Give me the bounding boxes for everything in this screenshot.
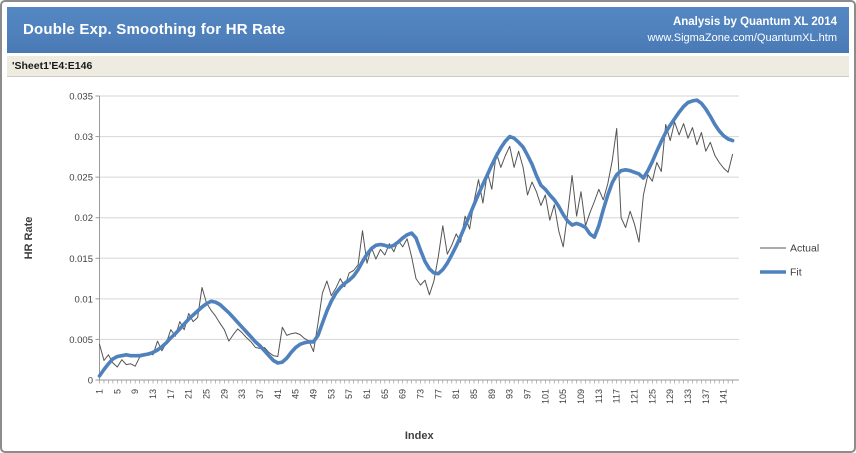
svg-text:89: 89 [487,389,497,399]
svg-text:69: 69 [398,389,408,399]
svg-text:0.01: 0.01 [75,294,94,305]
x-axis-title: Index [405,430,435,442]
svg-text:125: 125 [647,389,657,404]
legend-fit-label: Fit [790,267,802,279]
svg-text:5: 5 [112,389,122,394]
svg-text:33: 33 [237,389,247,399]
svg-text:113: 113 [594,389,604,403]
svg-text:137: 137 [701,389,711,404]
svg-text:53: 53 [326,389,336,399]
svg-text:117: 117 [612,389,622,403]
svg-text:129: 129 [665,389,675,404]
svg-text:0.025: 0.025 [69,173,93,184]
svg-text:45: 45 [291,389,301,399]
svg-text:97: 97 [523,389,533,399]
legend-actual-label: Actual [790,243,819,255]
svg-text:109: 109 [576,389,586,404]
svg-text:41: 41 [273,389,283,399]
svg-text:133: 133 [683,389,693,404]
svg-text:121: 121 [630,389,640,404]
gridlines [99,95,739,340]
svg-text:77: 77 [433,389,443,399]
svg-text:65: 65 [380,389,390,399]
svg-text:141: 141 [719,389,729,404]
sheet-range-ref: 'Sheet1'E4:E146 [12,60,93,72]
svg-text:101: 101 [540,389,550,404]
svg-text:0.035: 0.035 [69,92,93,103]
axes [95,95,739,384]
svg-text:61: 61 [362,389,372,399]
svg-text:0.005: 0.005 [69,335,93,346]
svg-text:0.02: 0.02 [75,213,94,224]
svg-text:85: 85 [469,389,479,399]
svg-text:17: 17 [166,389,176,399]
x-axis-tick-labels: 1 5 9 13 17 21 25 29 33 37 41 45 49 53 57 61 65 69 73 77 81 8… [95,389,729,404]
svg-text:9: 9 [130,389,140,394]
svg-text:0.015: 0.015 [69,254,93,265]
header-bar: Double Exp. Smoothing for HR Rate Analys… [7,7,849,53]
svg-text:1: 1 [95,389,105,394]
y-axis-tick-labels: 0 0.005 0.01 0.015 0.02 0.025 0.03 0.035 [69,92,93,387]
svg-text:81: 81 [451,389,461,399]
page-title: Double Exp. Smoothing for HR Rate [23,21,286,38]
svg-text:93: 93 [505,389,515,399]
svg-text:37: 37 [255,389,265,399]
svg-text:49: 49 [309,389,319,399]
svg-text:0: 0 [88,376,93,387]
svg-text:29: 29 [219,389,229,399]
svg-text:73: 73 [416,389,426,399]
sheet-range-band: 'Sheet1'E4:E146 [7,56,849,77]
credit-block: Analysis by Quantum XL 2014 www.SigmaZon… [647,14,837,46]
legend: Actual Fit [760,243,819,279]
fit-series-line [97,98,735,378]
credit-line-1: Analysis by Quantum XL 2014 [672,16,837,28]
y-axis-title: HR Rate [23,217,35,260]
svg-text:21: 21 [184,389,194,399]
svg-text:0.03: 0.03 [75,132,94,143]
credit-line-2: www.SigmaZone.com/QuantumXL.htm [647,32,837,44]
svg-text:105: 105 [558,389,568,404]
line-chart-canvas: 0 0.005 0.01 0.015 0.02 0.025 0.03 0.035 1 5 9 13 17… [23,92,819,443]
svg-text:13: 13 [148,389,158,399]
svg-text:25: 25 [202,389,212,399]
actual-series-line [99,121,734,368]
svg-text:57: 57 [344,389,354,399]
